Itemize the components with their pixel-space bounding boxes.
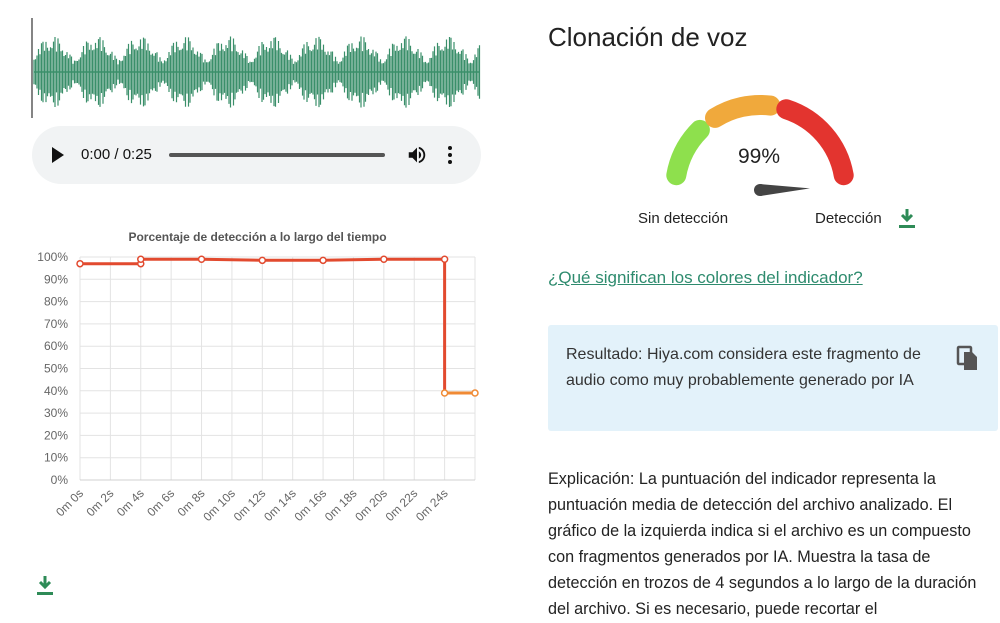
explanation-text: Explicación: La puntuación del indicador… (548, 470, 977, 618)
gauge-needle (759, 184, 810, 196)
data-point (380, 255, 388, 263)
detection-gauge (666, 95, 854, 196)
volume-icon[interactable] (406, 144, 428, 166)
gauge-title: Clonación de voz (548, 22, 748, 52)
y-tick-label: 0% (51, 473, 69, 487)
x-tick-label: 0m 16s (291, 486, 329, 524)
gauge-segment-2 (705, 95, 781, 128)
left-panel: 0:00 / 0:25 Porcentaje de detección a lo… (30, 18, 482, 595)
data-point (440, 389, 449, 397)
right-panel: Clonación de voz 99% Sin detección Detec… (548, 0, 1000, 623)
gauge-segment-1 (666, 119, 710, 186)
data-point (137, 255, 145, 263)
x-tick-label: 0m 22s (383, 486, 421, 524)
playback-time: 0:00 / 0:25 (81, 146, 152, 163)
seek-bar[interactable] (169, 153, 385, 157)
gauge-needle-hub (754, 184, 766, 196)
copy-icon[interactable] (956, 345, 980, 371)
x-tick-label: 0m 4s (114, 486, 147, 519)
x-tick-label: 0m 12s (231, 486, 269, 524)
data-point (319, 256, 327, 265)
x-tick-label: 0m 6s (144, 486, 177, 519)
y-tick-label: 70% (44, 317, 68, 331)
chart-title: Porcentaje de detección a lo largo del t… (128, 230, 386, 244)
y-tick-label: 100% (37, 250, 68, 264)
gauge-label-low: Sin detección (638, 210, 729, 227)
y-tick-label: 90% (44, 272, 68, 286)
result-text: Resultado: Hiya.com considera este fragm… (566, 346, 921, 389)
detection-chart: Porcentaje de detección a lo largo del t… (37, 230, 479, 524)
x-tick-label: 0m 0s (53, 486, 86, 519)
y-tick-label: 30% (44, 406, 68, 420)
y-tick-label: 10% (44, 451, 68, 465)
x-tick-label: 0m 24s (413, 486, 451, 524)
data-point (76, 259, 84, 268)
data-point (258, 256, 267, 265)
gauge-segment-3 (776, 99, 854, 186)
x-tick-label: 0m 18s (322, 486, 360, 524)
gauge-value: 99% (738, 145, 781, 168)
colors-info-link[interactable]: ¿Qué significan los colores del indicado… (548, 268, 863, 287)
y-tick-label: 20% (44, 428, 68, 442)
x-tick-label: 0m 14s (261, 486, 299, 524)
y-tick-label: 80% (44, 295, 68, 309)
download-icon[interactable] (36, 575, 54, 595)
x-tick-label: 0m 2s (83, 486, 116, 519)
data-point (471, 389, 479, 397)
result-box: Resultado: Hiya.com considera este fragm… (548, 325, 998, 431)
play-icon[interactable] (52, 147, 64, 163)
download-icon[interactable] (898, 208, 916, 228)
audio-player[interactable]: 0:00 / 0:25 (32, 126, 481, 184)
x-tick-label: 0m 10s (200, 486, 238, 524)
audio-waveform[interactable] (30, 18, 482, 118)
data-point (440, 255, 449, 263)
y-tick-label: 60% (44, 339, 68, 353)
y-tick-label: 40% (44, 384, 68, 398)
gauge-label-high: Detección (815, 210, 882, 227)
x-tick-label: 0m 20s (352, 486, 390, 524)
data-point (197, 255, 206, 263)
more-vert-icon[interactable] (446, 143, 454, 167)
y-tick-label: 50% (44, 362, 68, 376)
